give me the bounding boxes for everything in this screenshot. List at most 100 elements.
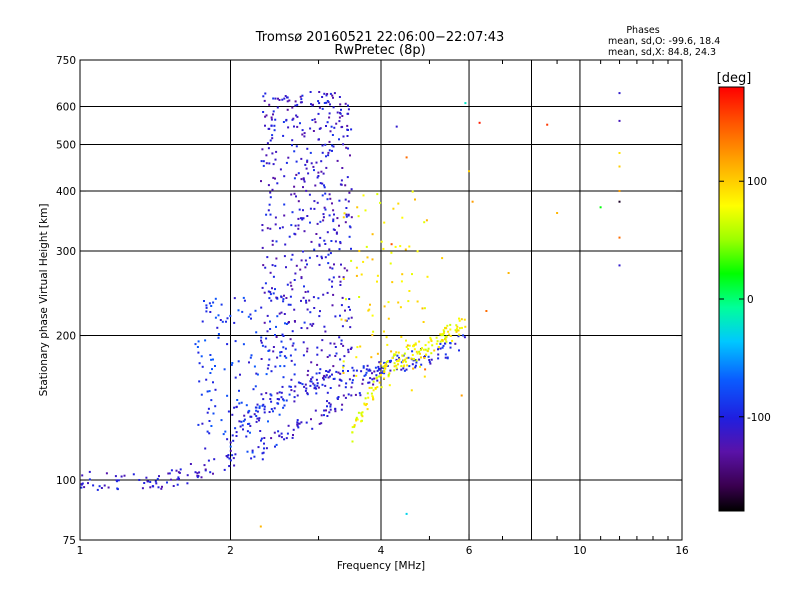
- data-point: [367, 381, 370, 384]
- data-point: [304, 383, 307, 386]
- data-point: [442, 329, 445, 332]
- data-point: [225, 320, 227, 323]
- data-point: [312, 296, 315, 299]
- data-point: [229, 441, 232, 444]
- data-point: [274, 264, 277, 267]
- data-point: [347, 393, 350, 396]
- data-point: [376, 369, 379, 372]
- data-point: [265, 373, 268, 376]
- data-point: [149, 486, 152, 489]
- data-point: [319, 310, 321, 313]
- data-point: [289, 281, 292, 284]
- data-point: [339, 111, 341, 114]
- data-point: [285, 266, 287, 269]
- data-point: [334, 410, 337, 413]
- data-point: [418, 340, 421, 343]
- data-point: [271, 152, 274, 155]
- data-point: [327, 376, 330, 379]
- data-point: [301, 218, 304, 221]
- data-point: [304, 163, 307, 166]
- data-point: [447, 330, 450, 333]
- data-point: [297, 426, 300, 429]
- data-point: [274, 334, 276, 336]
- data-point: [385, 365, 387, 368]
- data-point: [349, 326, 352, 329]
- data-point: [556, 212, 559, 214]
- data-point: [320, 255, 323, 258]
- data-point: [269, 393, 272, 396]
- data-point: [322, 216, 325, 219]
- data-point: [368, 386, 371, 389]
- data-point: [361, 382, 364, 385]
- data-point: [266, 256, 269, 259]
- data-point: [340, 342, 343, 345]
- data-point: [283, 438, 286, 441]
- data-point: [342, 143, 345, 146]
- data-point: [301, 94, 304, 97]
- data-point: [146, 480, 149, 483]
- data-point: [441, 333, 444, 336]
- data-point: [444, 338, 447, 341]
- data-point: [343, 212, 346, 215]
- data-point: [260, 358, 263, 360]
- data-point: [351, 440, 354, 443]
- data-point: [80, 486, 83, 489]
- data-point: [449, 323, 452, 326]
- data-point: [149, 481, 152, 483]
- data-point: [350, 346, 353, 349]
- data-point: [88, 478, 91, 481]
- data-point: [197, 340, 200, 343]
- data-point: [274, 216, 277, 219]
- data-point: [256, 403, 259, 406]
- data-point: [382, 247, 385, 250]
- data-point: [234, 427, 237, 430]
- data-point: [214, 365, 216, 367]
- data-point: [334, 315, 337, 318]
- data-point: [294, 104, 297, 107]
- data-point: [309, 380, 312, 383]
- data-point: [350, 316, 353, 319]
- data-point: [209, 311, 212, 313]
- data-point: [281, 226, 284, 229]
- data-point: [329, 408, 332, 411]
- data-point: [302, 354, 305, 357]
- data-point: [267, 290, 270, 293]
- data-point: [342, 366, 345, 369]
- data-point: [279, 351, 282, 354]
- data-point: [285, 437, 288, 440]
- data-point: [299, 122, 301, 125]
- data-point: [288, 235, 291, 238]
- data-point: [275, 257, 278, 260]
- data-point: [276, 398, 279, 400]
- data-point: [280, 311, 283, 314]
- data-point: [306, 393, 309, 396]
- data-point: [282, 121, 285, 123]
- data-point: [318, 263, 321, 266]
- data-point: [441, 257, 444, 260]
- data-point: [275, 325, 277, 328]
- data-point: [439, 333, 442, 336]
- data-point: [263, 437, 266, 439]
- data-point: [249, 415, 252, 418]
- data-point: [364, 373, 367, 376]
- data-point: [345, 319, 348, 322]
- data-point: [411, 350, 414, 353]
- data-point: [241, 424, 244, 427]
- data-point: [295, 114, 298, 117]
- data-point: [352, 374, 355, 377]
- data-point: [300, 327, 303, 329]
- data-point: [335, 122, 338, 125]
- data-point: [210, 425, 213, 427]
- data-point: [267, 364, 270, 367]
- data-point: [286, 432, 289, 435]
- data-point: [278, 435, 281, 438]
- data-point: [267, 420, 269, 423]
- data-point: [290, 193, 293, 196]
- data-point: [212, 358, 214, 361]
- data-point: [325, 374, 328, 377]
- colorbar-label: [deg]: [717, 71, 752, 86]
- data-point: [302, 178, 305, 181]
- data-point: [416, 300, 419, 303]
- data-point: [312, 382, 315, 385]
- data-point: [371, 233, 374, 236]
